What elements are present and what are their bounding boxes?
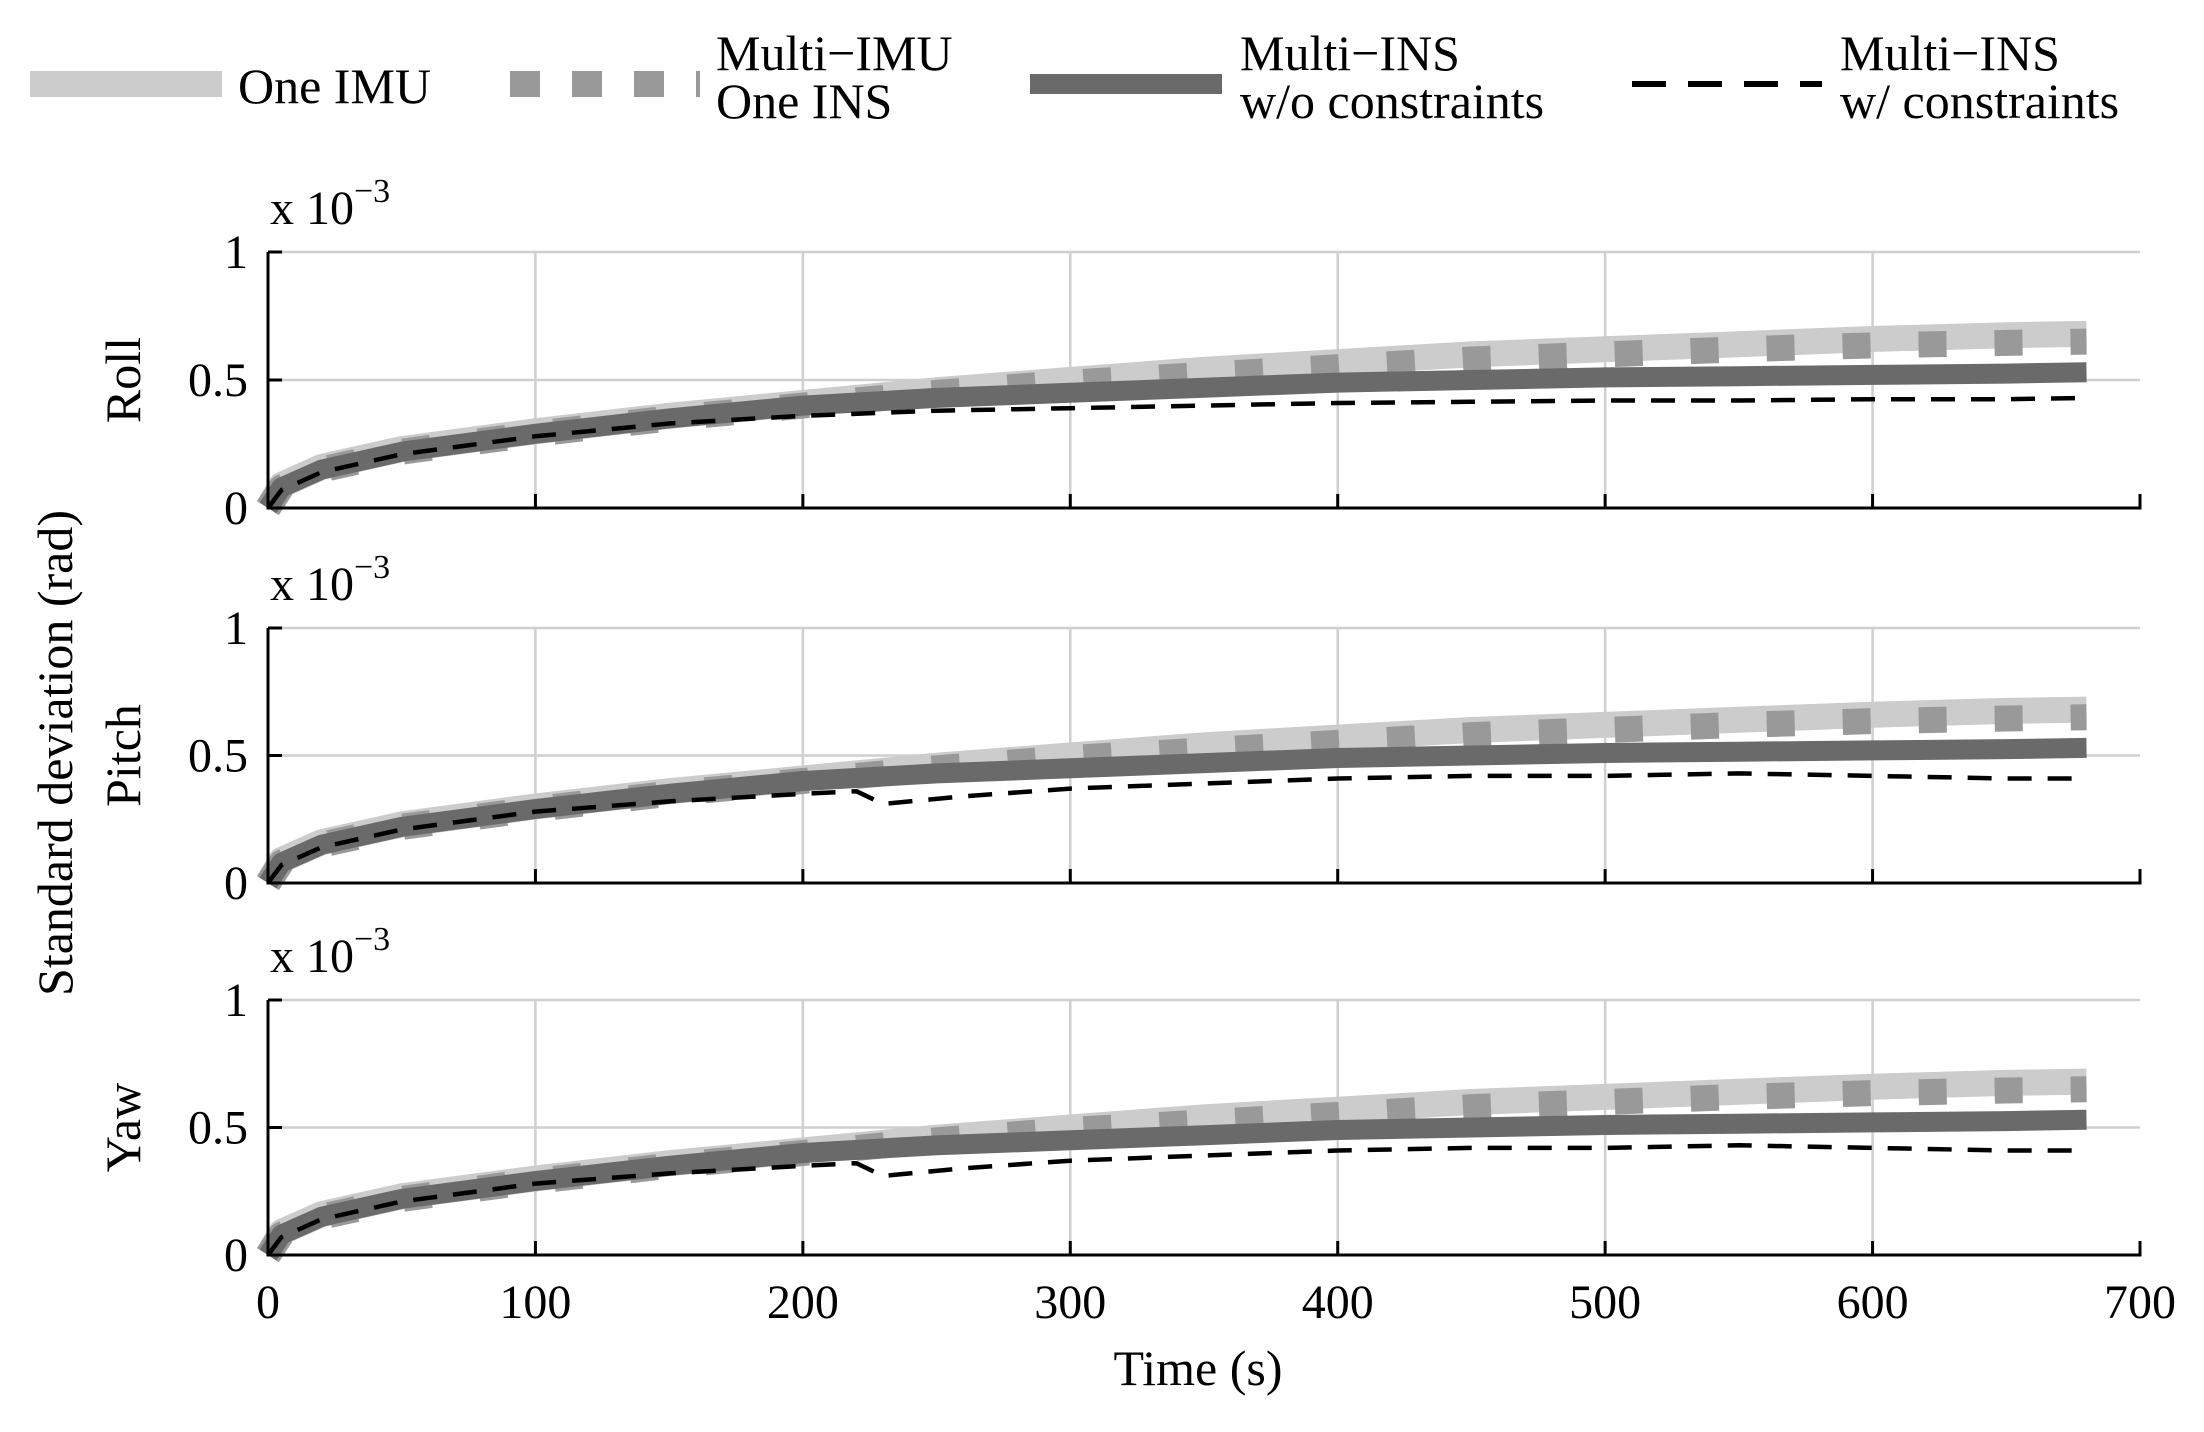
series-line-pitch-2 xyxy=(257,704,2087,891)
series-line-pitch-3 xyxy=(259,737,2087,889)
series-line-yaw-1 xyxy=(256,1068,2087,1262)
exponent-label-pitch: x 10−3 xyxy=(270,549,390,611)
y-tick-label: 0 xyxy=(224,1229,248,1282)
x-tick-label: 100 xyxy=(499,1276,571,1329)
y-tick-label: 0 xyxy=(224,857,248,910)
panel-yaw: 0 0.5 1 x 10−3 Yaw xyxy=(95,921,2142,1282)
legend-label-1-1: One IMU xyxy=(238,58,431,114)
series-line-pitch-4 xyxy=(266,771,2087,885)
legend-label-4-2: w/ constraints xyxy=(1840,73,2119,129)
legend-label-3-2: w/o constraints xyxy=(1240,73,1544,129)
y-tick-label: 0.5 xyxy=(188,730,248,783)
series-line-roll-2 xyxy=(257,328,2087,516)
series-line-yaw-2 xyxy=(257,1076,2087,1263)
panel-roll: 0 0.5 1 x 10−3 Roll xyxy=(95,173,2142,535)
exponent-label-yaw: x 10−3 xyxy=(270,921,390,983)
y-tick-label: 0.5 xyxy=(188,1102,248,1155)
y-tick-label: 0.5 xyxy=(188,354,248,407)
legend-label-2-2: One INS xyxy=(716,73,892,129)
series-line-roll-3 xyxy=(259,362,2087,514)
x-tick-label: 300 xyxy=(1034,1276,1106,1329)
y-tick-label: 1 xyxy=(224,602,248,655)
x-tick-label: 500 xyxy=(1569,1276,1641,1329)
legend-label-3-1: Multi−INS xyxy=(1240,25,1460,81)
y-tick-label: 1 xyxy=(224,974,248,1027)
x-tick-label: 700 xyxy=(2104,1276,2176,1329)
x-tick-label: 600 xyxy=(1837,1276,1909,1329)
legend-label-2-1: Multi−IMU xyxy=(716,25,953,81)
panel-ylabel-pitch: Pitch xyxy=(95,704,151,807)
series-line-yaw-3 xyxy=(259,1109,2087,1261)
series-line-roll-4 xyxy=(266,395,2087,510)
x-axis-title: Time (s) xyxy=(1113,1340,1282,1396)
x-tick-label: 400 xyxy=(1302,1276,1374,1329)
panel-ylabel-roll: Roll xyxy=(95,337,151,423)
y-tick-label: 1 xyxy=(224,226,248,279)
panel-ylabel-yaw: Yaw xyxy=(95,1083,151,1172)
x-tick-label: 0 xyxy=(256,1276,280,1329)
y-tick-label: 0 xyxy=(224,482,248,535)
exponent-label-roll: x 10−3 xyxy=(270,173,390,235)
series-line-pitch-1 xyxy=(256,696,2087,890)
series-line-roll-1 xyxy=(256,320,2087,515)
series-line-yaw-4 xyxy=(266,1143,2087,1257)
y-axis-title: Standard deviation (rad) xyxy=(27,510,83,996)
panel-pitch: 0 0.5 1 x 10−3 Pitch xyxy=(95,549,2142,910)
x-tick-label: 200 xyxy=(767,1276,839,1329)
legend-label-4-1: Multi−INS xyxy=(1840,25,2060,81)
